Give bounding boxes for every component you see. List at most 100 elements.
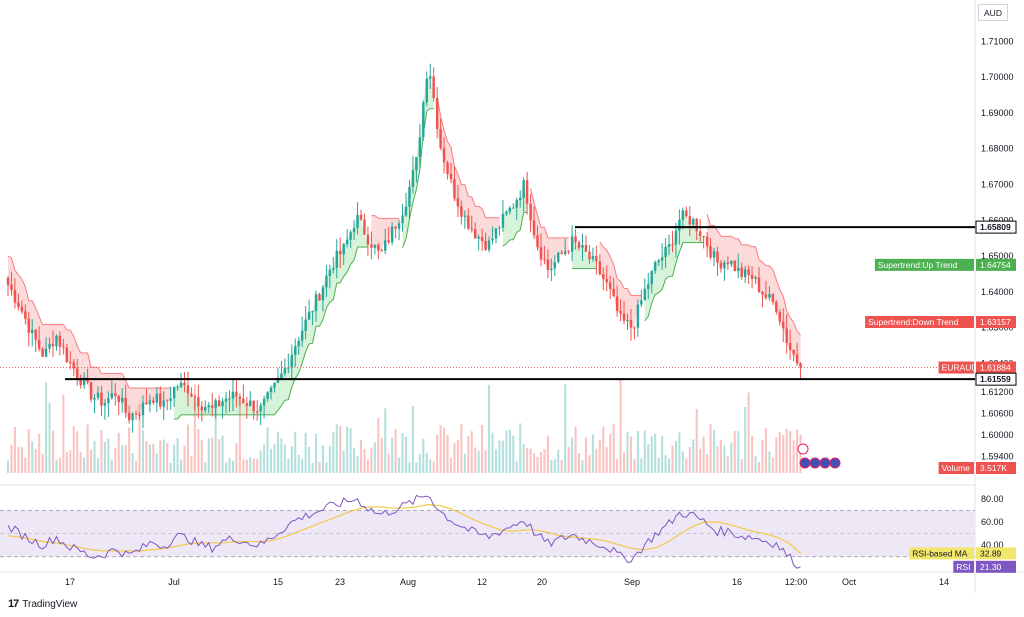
candle-body (339, 250, 342, 255)
volume-bar (754, 455, 757, 473)
candle-body (179, 382, 183, 387)
event-marker-icon[interactable] (799, 457, 811, 469)
volume-bar (124, 445, 127, 473)
volume-bar (349, 428, 352, 473)
candle-body (214, 400, 217, 408)
supertrend-line (14, 270, 19, 276)
rsi-pane[interactable] (0, 494, 975, 569)
candle-body (13, 289, 17, 303)
candle-body (148, 400, 152, 405)
supertrend-line (512, 232, 518, 241)
supertrend-line (672, 262, 677, 277)
candle-body (501, 213, 505, 228)
supertrend-fill (430, 76, 434, 109)
candle-body (422, 102, 425, 138)
volume-bar (692, 439, 695, 473)
price-tick-label: 1.60600 (981, 408, 1014, 418)
volume-bar (429, 459, 432, 473)
supertrend-fill (658, 257, 663, 293)
volume-bar (38, 433, 41, 473)
volume-bar (515, 461, 518, 473)
candle-body (768, 294, 771, 298)
supertrend-line (464, 184, 469, 197)
volume-bar (273, 444, 276, 473)
supertrend-line (405, 218, 410, 239)
candle-body (10, 284, 13, 290)
time-axis[interactable]: 17 Jul 15 23 Aug 12 20 Sep 16 12:00 Oct 14 (65, 577, 949, 587)
candle-body (716, 251, 719, 263)
price-pane[interactable] (0, 63, 975, 473)
volume-bar (671, 445, 674, 473)
tradingview-footer[interactable]: 17 TradingView (8, 598, 77, 610)
volume-bar (186, 424, 190, 473)
supertrend-line (87, 352, 92, 368)
volume-bar (633, 459, 636, 473)
candle-body (262, 398, 266, 406)
supertrend-fill (80, 352, 85, 386)
price-tick-label: 1.68000 (981, 144, 1014, 154)
volume-bar (58, 457, 61, 473)
volume-bar (588, 455, 591, 473)
event-marker-icon[interactable] (819, 457, 831, 469)
volume-bar (768, 451, 771, 473)
supertrend-fill (142, 388, 147, 405)
candle-body (152, 400, 155, 403)
supertrend-fill (329, 267, 334, 302)
candle-body (702, 236, 705, 238)
candle-body (512, 207, 515, 209)
supertrend-fill (696, 231, 701, 243)
volume-bar (259, 450, 262, 473)
volume-bar (484, 450, 487, 473)
supertrend-fill (374, 215, 379, 251)
supertrend-fill (738, 238, 742, 278)
candle-body (557, 252, 560, 263)
supertrend-line (793, 322, 798, 332)
volume-bar (321, 445, 324, 473)
supertrend-line (613, 264, 618, 279)
volume-bar (543, 449, 546, 473)
supertrend-fill (620, 281, 625, 321)
volume-bar (263, 444, 266, 473)
candle-body (622, 313, 626, 321)
event-marker-icon[interactable] (809, 457, 821, 469)
volume-bar (17, 446, 20, 473)
candle-body (269, 387, 273, 393)
supertrend-fill (495, 217, 500, 229)
candle-body (474, 229, 477, 239)
candle-body (709, 246, 712, 258)
volume-bar (31, 441, 34, 473)
lightning-icon[interactable] (797, 443, 809, 455)
volume-bar (778, 432, 781, 473)
supertrend-line (651, 294, 656, 304)
candle-body (387, 240, 390, 243)
supertrend-fill (371, 215, 375, 248)
volume-bar (488, 384, 491, 473)
candle-body (498, 227, 501, 229)
volume-bar (501, 440, 504, 473)
volume-bar (359, 440, 363, 473)
supertrend-fill (752, 246, 756, 279)
volume-bar (664, 454, 667, 473)
supertrend-line (125, 380, 130, 389)
candle-body (297, 340, 300, 347)
supertrend-fill (111, 373, 116, 396)
candle-body (162, 400, 165, 407)
candle-body (435, 98, 439, 129)
volume-bar (619, 378, 622, 473)
candle-body (228, 398, 231, 400)
event-marker-icon[interactable] (829, 457, 841, 469)
volume-bar (135, 460, 138, 473)
volume-bar (169, 462, 172, 473)
volume-bar (114, 447, 117, 473)
volume-bar (121, 445, 124, 473)
volume-bar (508, 429, 511, 473)
supertrend-line (7, 255, 12, 259)
currency-label[interactable]: AUD (978, 4, 1008, 21)
volume-bar (647, 444, 650, 473)
volume-bar (467, 436, 470, 473)
candle-body (795, 354, 799, 364)
indicator-icons[interactable] (797, 443, 841, 469)
candle-body (719, 262, 723, 269)
supertrend-line (519, 212, 525, 231)
